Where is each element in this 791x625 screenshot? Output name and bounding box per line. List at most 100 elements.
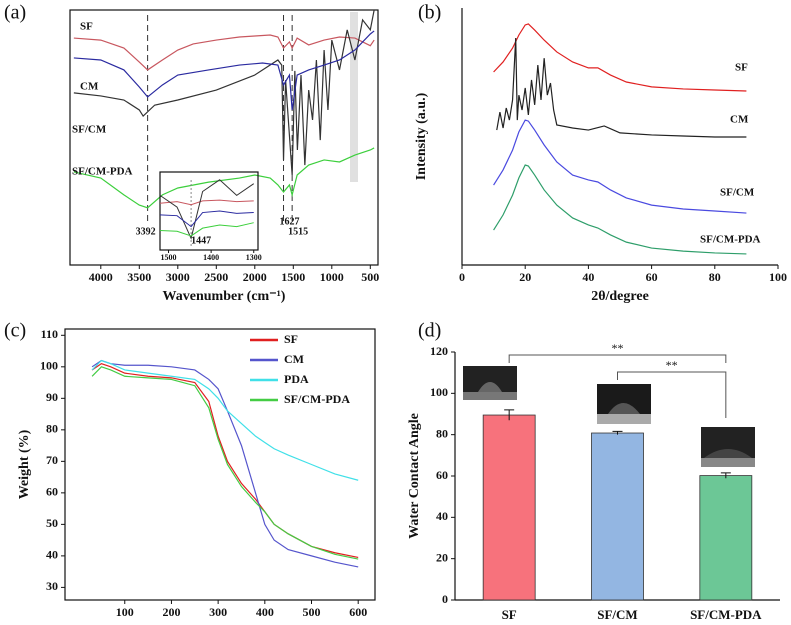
x-tick-label: 200 [162, 605, 180, 619]
y-tick-label: 60 [436, 468, 448, 482]
panel-label: (a) [4, 2, 26, 24]
bar [591, 432, 644, 601]
x-tick-label: 2000 [243, 270, 267, 284]
significance-label: ** [612, 341, 624, 355]
x-tick-label: 20 [519, 270, 531, 284]
error-bar [504, 409, 515, 421]
series-line [91, 359, 359, 481]
series-line [73, 147, 375, 209]
series-label: CM [80, 81, 99, 93]
series-line [493, 164, 747, 255]
y-tick-label: 40 [436, 509, 448, 523]
significance-label: ** [666, 358, 678, 372]
plot-frame [64, 328, 376, 601]
droplet-photo [597, 384, 651, 424]
x-tick-label: 2500 [204, 270, 228, 284]
x-tick-label: 1500 [281, 270, 305, 284]
legend-label: PDA [284, 372, 309, 386]
x-tick-label: 40 [582, 270, 594, 284]
plot-frame [69, 9, 379, 266]
peak-label: 1627 [280, 216, 300, 227]
x-axis-label: Wavenumber (cm⁻¹) [163, 289, 286, 304]
x-tick-label: 4000 [89, 270, 113, 284]
y-tick-label: 60 [46, 485, 58, 499]
series-line [91, 366, 359, 560]
legend-label: SF [284, 332, 298, 346]
y-axis-label: Weight (%) [17, 429, 32, 499]
series-line [159, 199, 254, 206]
series-label: SF [735, 62, 748, 74]
peak-label: 1515 [288, 226, 308, 237]
y-tick-label: 110 [41, 327, 58, 341]
x-tick-label: 300 [209, 605, 227, 619]
y-tick-label: 70 [46, 453, 58, 467]
x-tick-label: 100 [116, 605, 134, 619]
significance-bracket [617, 371, 727, 418]
series-label: SF [80, 21, 93, 33]
series-label: CM [730, 114, 749, 126]
x-tick-label: SF/CM-PDA [690, 607, 762, 622]
inset-frame [159, 171, 259, 251]
series-line [73, 30, 375, 111]
y-axis-label: Intensity (a.u.) [414, 92, 429, 180]
x-tick-label: SF/CM [597, 607, 637, 622]
y-tick-label: 40 [46, 548, 58, 562]
x-tick-label: 100 [769, 270, 787, 284]
error-bar [720, 472, 731, 479]
shaded-region [350, 12, 358, 182]
x-tick-label: 500 [361, 270, 379, 284]
inset-peak-label: 1447 [191, 235, 211, 246]
bar [482, 414, 536, 601]
panel-label: (d) [418, 320, 441, 342]
y-tick-label: 100 [430, 385, 448, 399]
x-tick-label: 80 [709, 270, 721, 284]
panel-label: (c) [4, 320, 26, 342]
y-tick-label: 100 [40, 359, 58, 373]
series-label: SF/CM [720, 187, 755, 199]
y-axis-label: Water Contact Angle [407, 413, 422, 539]
series-label: SF/CM-PDA [700, 234, 761, 246]
panel-label: (b) [418, 2, 441, 24]
x-tick-label: 1000 [320, 270, 344, 284]
x-tick-label: 500 [303, 605, 321, 619]
error-bar [612, 430, 623, 435]
series-line [493, 119, 747, 214]
inset-tick-label: 1500 [161, 253, 177, 262]
x-tick-label: 400 [256, 605, 274, 619]
x-tick-label: 60 [646, 270, 658, 284]
series-line [91, 359, 359, 568]
series-line [159, 210, 254, 228]
series-line [496, 38, 747, 138]
bar [699, 475, 753, 601]
y-tick-label: 80 [436, 426, 448, 440]
y-tick-label: 80 [46, 422, 58, 436]
y-tick-label: 50 [46, 516, 58, 530]
y-tick-label: 20 [436, 550, 448, 564]
inset-tick-label: 1300 [246, 253, 262, 262]
x-tick-label: 0 [459, 270, 465, 284]
series-line [73, 34, 375, 71]
series-line [159, 179, 255, 240]
x-tick-label: 3000 [166, 270, 190, 284]
series-line [493, 23, 747, 92]
inset-tick-label: 1400 [203, 253, 219, 262]
y-tick-label: 30 [46, 579, 58, 593]
series-label: SF/CM-PDA [72, 166, 133, 178]
x-tick-label: 3500 [127, 270, 151, 284]
legend-label: CM [284, 352, 304, 366]
droplet-photo [463, 366, 517, 400]
peak-label: 3392 [136, 226, 156, 237]
y-tick-label: 0 [442, 592, 448, 606]
significance-bracket [508, 354, 727, 363]
y-tick-label: 90 [46, 390, 58, 404]
y-tick-label: 120 [430, 344, 448, 358]
legend-label: SF/CM-PDA [284, 392, 350, 406]
series-line [73, 9, 375, 176]
x-tick-label: 600 [349, 605, 367, 619]
series-label: SF/CM [72, 124, 107, 136]
droplet-photo [701, 427, 755, 467]
x-tick-label: SF [502, 607, 517, 622]
x-axis-label: 2θ/degree [591, 289, 649, 304]
